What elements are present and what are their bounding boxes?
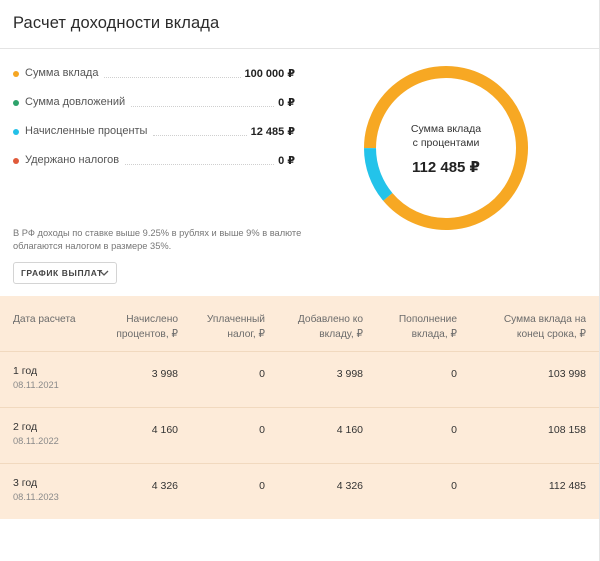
leader-line (104, 67, 241, 78)
donut-svg (364, 66, 528, 230)
donut-caption: Сумма вклада с процентами (362, 122, 530, 150)
card-header: Расчет доходности вклада (0, 0, 599, 49)
row-total: 112 485 (548, 480, 586, 492)
summary-section: Сумма вклада 100 000 ₽ Сумма довложений … (0, 49, 599, 255)
row-tax: 0 (259, 368, 265, 380)
donut-caption-line2: с процентами (412, 137, 480, 149)
table-row: 2 год 08.11.2022 4 160 0 4 160 0 108 158 (0, 408, 599, 464)
row-topup: 0 (451, 368, 457, 380)
donut-center: Сумма вклада с процентами 112 485 ₽ (362, 64, 530, 232)
deposit-dot-icon (13, 71, 19, 77)
row-topup: 0 (451, 424, 457, 436)
header-line: Сумма вклада на (503, 314, 586, 325)
header-line: вкладу, ₽ (319, 329, 363, 340)
tax-note: В РФ доходы по ставке выше 9.25% в рубля… (13, 228, 302, 251)
row-date: 08.11.2021 (13, 380, 59, 390)
row-period: 1 год (13, 365, 38, 377)
donut-caption-line1: Сумма вклада (410, 123, 482, 135)
header-line: процентов, ₽ (116, 329, 178, 340)
donut-segment-deposit (364, 66, 528, 230)
leader-line (125, 154, 275, 165)
header-total: Сумма вклада на конец срока, ₽ (504, 312, 586, 342)
legend-value: 12 485 ₽ (250, 126, 295, 138)
page-title: Расчет доходности вклада (13, 14, 220, 32)
header-date: Дата расчета (13, 312, 76, 327)
header-line: Уплаченный (206, 314, 265, 325)
payment-schedule-label: ГРАФИК ВЫПЛАТ (21, 268, 103, 278)
payment-table: Дата расчета Начислено процентов, ₽ Упла… (0, 296, 599, 519)
legend-value: 0 ₽ (278, 155, 295, 167)
legend-row-additions: Сумма довложений 0 ₽ (13, 96, 295, 125)
donut-total: 112 485 ₽ (412, 159, 480, 176)
legend-value: 0 ₽ (278, 97, 295, 109)
header-line: Добавлено ко (297, 314, 363, 325)
row-interest: 3 998 (151, 368, 178, 380)
tax-dot-icon (13, 158, 19, 164)
row-interest: 4 326 (151, 480, 178, 492)
header-line: конец срока, ₽ (516, 329, 586, 340)
row-total: 103 998 (548, 368, 586, 380)
interest-dot-icon (13, 129, 19, 135)
header-line: налог, ₽ (227, 329, 265, 340)
legend-label: Сумма вклада (25, 67, 101, 79)
legend-row-deposit: Сумма вклада 100 000 ₽ (13, 67, 295, 96)
table-row: 3 год 08.11.2023 4 326 0 4 326 0 112 485 (0, 464, 599, 519)
row-date: 08.11.2022 (13, 436, 59, 446)
legend-label: Сумма довложений (25, 96, 128, 108)
header-tax: Уплаченный налог, ₽ (207, 312, 265, 342)
row-period: 3 год (13, 477, 38, 489)
leader-line (131, 96, 275, 107)
row-date: 08.11.2023 (13, 492, 59, 502)
row-tax: 0 (259, 424, 265, 436)
header-topup: Пополнение вклада, ₽ (399, 312, 457, 342)
header-line: Пополнение (398, 314, 457, 325)
table-row: 1 год 08.11.2021 3 998 0 3 998 0 103 998 (0, 352, 599, 408)
chevron-down-icon (99, 270, 109, 276)
legend-label: Удержано налогов (25, 154, 122, 166)
row-topup: 0 (451, 480, 457, 492)
header-added: Добавлено ко вкладу, ₽ (298, 312, 363, 342)
donut-segment-interest (364, 147, 393, 201)
row-added: 3 998 (336, 368, 363, 380)
header-interest: Начислено процентов, ₽ (116, 312, 178, 342)
legend-row-tax: Удержано налогов 0 ₽ (13, 154, 295, 183)
legend: Сумма вклада 100 000 ₽ Сумма довложений … (13, 67, 295, 183)
payment-schedule-dropdown[interactable]: ГРАФИК ВЫПЛАТ (13, 262, 117, 284)
header-line: Начислено (126, 314, 178, 325)
legend-value: 100 000 ₽ (244, 68, 295, 80)
donut-chart: Сумма вклада с процентами 112 485 ₽ (362, 64, 530, 232)
table-header: Дата расчета Начислено процентов, ₽ Упла… (0, 296, 599, 352)
legend-row-interest: Начисленные проценты 12 485 ₽ (13, 125, 295, 154)
row-added: 4 160 (336, 424, 363, 436)
additions-dot-icon (13, 100, 19, 106)
row-interest: 4 160 (151, 424, 178, 436)
row-period: 2 год (13, 421, 38, 433)
header-line: вклада, ₽ (411, 329, 457, 340)
legend-label: Начисленные проценты (25, 125, 150, 137)
row-tax: 0 (259, 480, 265, 492)
leader-line (153, 125, 247, 136)
header-line: Дата расчета (13, 314, 76, 325)
row-total: 108 158 (548, 424, 586, 436)
row-added: 4 326 (336, 480, 363, 492)
